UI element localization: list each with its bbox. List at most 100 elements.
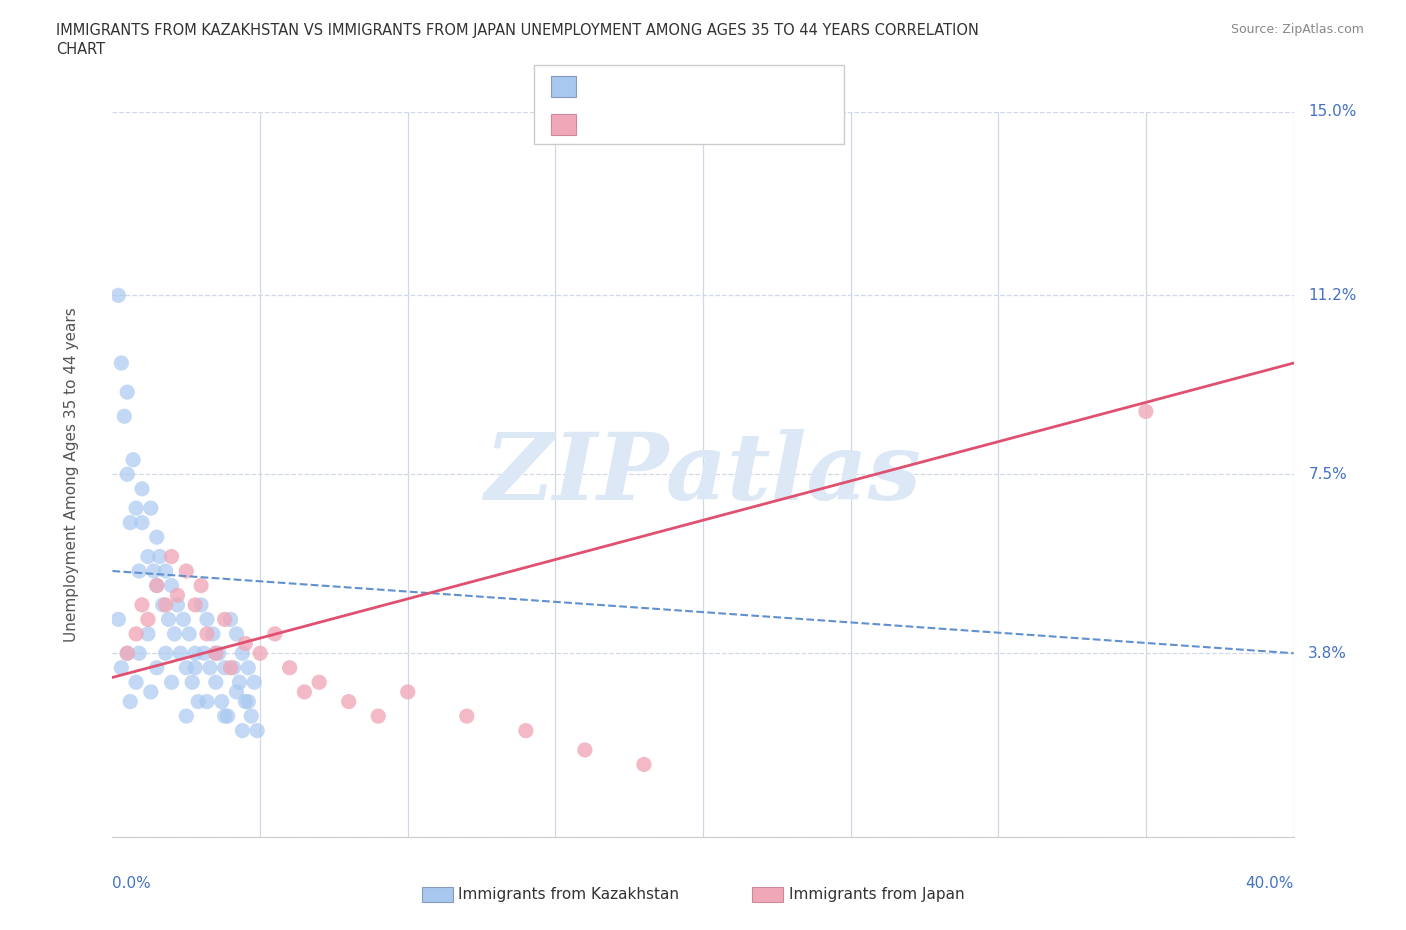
Point [219, 660, 242, 675]
Point [181, 675, 204, 690]
Point [201, 627, 224, 642]
Point [205, 675, 228, 690]
Point [157, 612, 180, 627]
Point [107, 612, 129, 627]
Point [166, 588, 188, 603]
Point [190, 578, 212, 593]
Point [146, 530, 169, 545]
Text: 3.8%: 3.8% [1309, 645, 1347, 660]
Point [174, 709, 197, 724]
Point [125, 500, 148, 515]
Point [225, 627, 247, 642]
Point [308, 675, 330, 690]
Point [238, 694, 260, 709]
Point [149, 549, 172, 564]
Text: R =: R = [588, 79, 616, 94]
Point [292, 684, 315, 699]
Point [190, 597, 212, 612]
Text: Source: ZipAtlas.com: Source: ZipAtlas.com [1230, 23, 1364, 36]
Text: Immigrants from Japan: Immigrants from Japan [789, 887, 965, 902]
Point [193, 645, 215, 660]
Point [184, 645, 207, 660]
Point [228, 675, 250, 690]
Point [214, 660, 236, 675]
Point [146, 578, 169, 593]
Point [574, 742, 596, 757]
Point [112, 409, 135, 424]
Point [160, 675, 183, 690]
Point [139, 684, 162, 699]
Text: N =: N = [700, 117, 730, 132]
Point [184, 660, 207, 675]
Point [233, 636, 256, 651]
Point [208, 645, 231, 660]
Point [264, 627, 287, 642]
Point [205, 645, 228, 660]
Point [233, 694, 256, 709]
Point [238, 660, 260, 675]
Text: 29: 29 [737, 117, 756, 132]
Text: 7.5%: 7.5% [1309, 467, 1347, 482]
Point [131, 482, 153, 497]
Point [249, 645, 271, 660]
Point [214, 612, 236, 627]
Point [1135, 404, 1157, 418]
Point [128, 645, 150, 660]
Point [198, 660, 221, 675]
Point [107, 288, 129, 303]
Point [179, 627, 201, 642]
Point [633, 757, 655, 772]
Point [136, 549, 159, 564]
Point [231, 645, 253, 660]
Point [219, 612, 242, 627]
Point [160, 549, 183, 564]
Text: ZIPatlas: ZIPatlas [485, 430, 921, 519]
Point [217, 709, 239, 724]
Point [125, 627, 148, 642]
Point [152, 597, 174, 612]
Point [195, 694, 218, 709]
Point [139, 500, 162, 515]
Point [131, 597, 153, 612]
Point [146, 578, 169, 593]
Point [125, 675, 148, 690]
Point [155, 645, 177, 660]
Point [231, 724, 253, 738]
Point [337, 694, 360, 709]
Text: 15.0%: 15.0% [1309, 104, 1357, 119]
Point [205, 645, 228, 660]
Point [172, 612, 194, 627]
Point [110, 355, 132, 370]
Point [117, 645, 138, 660]
Point [278, 660, 301, 675]
Point [136, 627, 159, 642]
Point [136, 612, 159, 627]
Point [169, 645, 191, 660]
Point [243, 675, 266, 690]
Point [117, 467, 138, 482]
Point [187, 694, 209, 709]
Point [211, 694, 233, 709]
Point [117, 645, 138, 660]
Point [155, 564, 177, 578]
Point [131, 515, 153, 530]
Point [174, 564, 197, 578]
Point [396, 684, 419, 699]
Point [174, 660, 197, 675]
Point [146, 660, 169, 675]
Point [456, 709, 478, 724]
Text: Immigrants from Kazakhstan: Immigrants from Kazakhstan [458, 887, 679, 902]
Point [166, 597, 188, 612]
Point [155, 597, 177, 612]
Text: R =: R = [588, 117, 616, 132]
Point [195, 627, 218, 642]
Text: 40.0%: 40.0% [1246, 876, 1294, 891]
Point [117, 385, 138, 400]
Point [240, 709, 263, 724]
Point [163, 627, 186, 642]
Point [120, 515, 142, 530]
Point [142, 564, 165, 578]
Text: 11.2%: 11.2% [1309, 288, 1357, 303]
Text: CHART: CHART [56, 42, 105, 57]
Point [120, 694, 142, 709]
